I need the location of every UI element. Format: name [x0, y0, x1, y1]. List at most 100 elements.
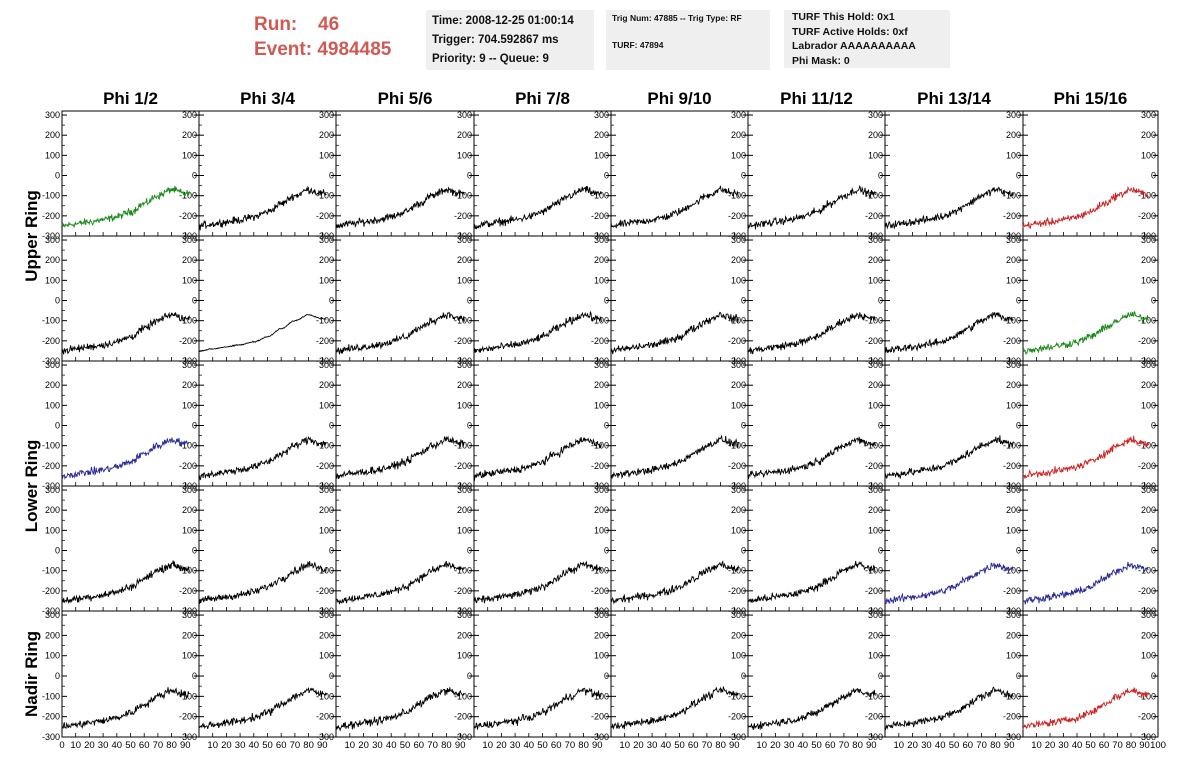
y-tick-label: 300 — [1141, 235, 1156, 245]
x-tick-label: 10 — [894, 740, 905, 751]
y-tick-label: -200 — [1003, 586, 1021, 596]
column-header: Phi 9/10 — [647, 89, 711, 108]
x-tick-label: 60 — [1099, 740, 1110, 751]
y-tick-label: 100 — [319, 275, 334, 285]
y-tick-label: -100 — [179, 191, 197, 201]
y-tick-label: 0 — [55, 296, 60, 306]
y-tick-label: 300 — [1141, 610, 1156, 620]
y-tick-label: 300 — [319, 235, 334, 245]
y-tick-label: -100 — [728, 191, 746, 201]
y-tick-label: -100 — [591, 191, 609, 201]
y-tick-label: 100 — [182, 150, 197, 160]
y-tick-label: -100 — [1138, 566, 1156, 576]
trig-num-text: Trig Num: 47885 -- Trig Type: RF — [612, 13, 742, 23]
x-tick-label: 20 — [633, 740, 644, 751]
y-tick-label: 200 — [1006, 255, 1021, 265]
waveform-trace — [473, 186, 602, 230]
y-tick-label: 0 — [329, 171, 334, 181]
x-tick-label: 90 — [317, 740, 328, 751]
waveform-trace — [198, 560, 327, 605]
waveform-trace — [747, 184, 876, 230]
waveform-trace — [473, 436, 602, 482]
y-tick-label: 200 — [1141, 380, 1156, 390]
x-tick-label: 0 — [59, 740, 64, 751]
x-tick-label: 30 — [921, 740, 932, 751]
waveform-trace — [198, 436, 327, 481]
y-tick-label: -300 — [179, 732, 197, 742]
waveform-trace — [335, 687, 465, 732]
y-tick-label: -200 — [179, 336, 197, 346]
y-tick-label: -200 — [42, 712, 60, 722]
x-tick-label: 40 — [1072, 740, 1083, 751]
waveform-trace — [1022, 561, 1149, 605]
y-tick-label: 200 — [1141, 255, 1156, 265]
x-tick-label: 10 — [345, 740, 356, 751]
y-tick-label: -300 — [865, 732, 883, 742]
y-tick-label: 100 — [868, 400, 883, 410]
y-tick-label: -100 — [1138, 191, 1156, 201]
y-tick-label: 300 — [731, 610, 746, 620]
y-tick-label: -200 — [1003, 461, 1021, 471]
y-tick-label: 100 — [1141, 651, 1156, 661]
x-tick-label: 10 — [756, 740, 767, 751]
x-tick-label: 70 — [1112, 740, 1123, 751]
x-tick-label: 40 — [935, 740, 946, 751]
y-tick-label: 100 — [594, 400, 609, 410]
x-tick-label: 80 — [578, 740, 589, 751]
y-tick-label: -200 — [454, 211, 472, 221]
y-tick-label: 100 — [594, 525, 609, 535]
y-tick-label: 300 — [45, 110, 60, 120]
y-tick-label: -100 — [1138, 691, 1156, 701]
y-tick-label: 200 — [319, 505, 334, 515]
waveform-trace — [473, 560, 602, 604]
ring-label: Upper Ring — [22, 190, 41, 282]
y-tick-label: -100 — [42, 441, 60, 451]
y-tick-label: -200 — [865, 211, 883, 221]
y-tick-label: 0 — [1151, 546, 1156, 556]
y-tick-label: 0 — [192, 296, 197, 306]
y-tick-label: -200 — [316, 211, 334, 221]
y-tick-label: 200 — [1141, 505, 1156, 515]
x-tick-label: 30 — [784, 740, 795, 751]
x-tick-label: 50 — [949, 740, 960, 751]
y-tick-label: 200 — [868, 130, 883, 140]
x-tick-label: 10 — [619, 740, 630, 751]
waveform-trace — [610, 434, 739, 480]
y-tick-label: 100 — [731, 275, 746, 285]
y-tick-label: 100 — [1006, 400, 1021, 410]
y-tick-label: 100 — [868, 651, 883, 661]
y-tick-label: -100 — [865, 566, 883, 576]
waveform-trace — [473, 310, 602, 354]
y-tick-label: 0 — [741, 296, 746, 306]
y-tick-label: 200 — [594, 130, 609, 140]
y-tick-label: 0 — [467, 171, 472, 181]
y-tick-label: 200 — [45, 630, 60, 640]
y-tick-label: 100 — [1141, 150, 1156, 160]
waveform-trace — [1022, 185, 1149, 229]
y-tick-label: -300 — [42, 356, 60, 366]
x-tick-label: 40 — [386, 740, 397, 751]
x-tick-label: 90 — [729, 740, 740, 751]
y-tick-label: -300 — [1003, 732, 1021, 742]
y-tick-label: 300 — [1006, 485, 1021, 495]
y-tick-label: 100 — [319, 651, 334, 661]
y-tick-label: -200 — [1138, 461, 1156, 471]
x-tick-label: 70 — [976, 740, 987, 751]
waveform-trace — [610, 560, 739, 605]
y-tick-label: -200 — [42, 461, 60, 471]
y-tick-label: 300 — [319, 110, 334, 120]
y-tick-label: -100 — [316, 191, 334, 201]
y-tick-label: 300 — [594, 610, 609, 620]
time-info-box: Time: 2008-12-25 01:00:14 Trigger: 704.5… — [426, 10, 594, 70]
y-tick-label: -200 — [1138, 211, 1156, 221]
column-header: Phi 1/2 — [103, 89, 158, 108]
y-tick-label: -200 — [1003, 211, 1021, 221]
y-tick-label: -300 — [1138, 732, 1156, 742]
x-tick-label: 30 — [98, 740, 109, 751]
y-tick-label: 100 — [45, 150, 60, 160]
y-tick-label: -100 — [1138, 316, 1156, 326]
y-tick-label: -100 — [316, 441, 334, 451]
y-tick-label: 0 — [55, 421, 60, 431]
y-tick-label: 0 — [467, 421, 472, 431]
